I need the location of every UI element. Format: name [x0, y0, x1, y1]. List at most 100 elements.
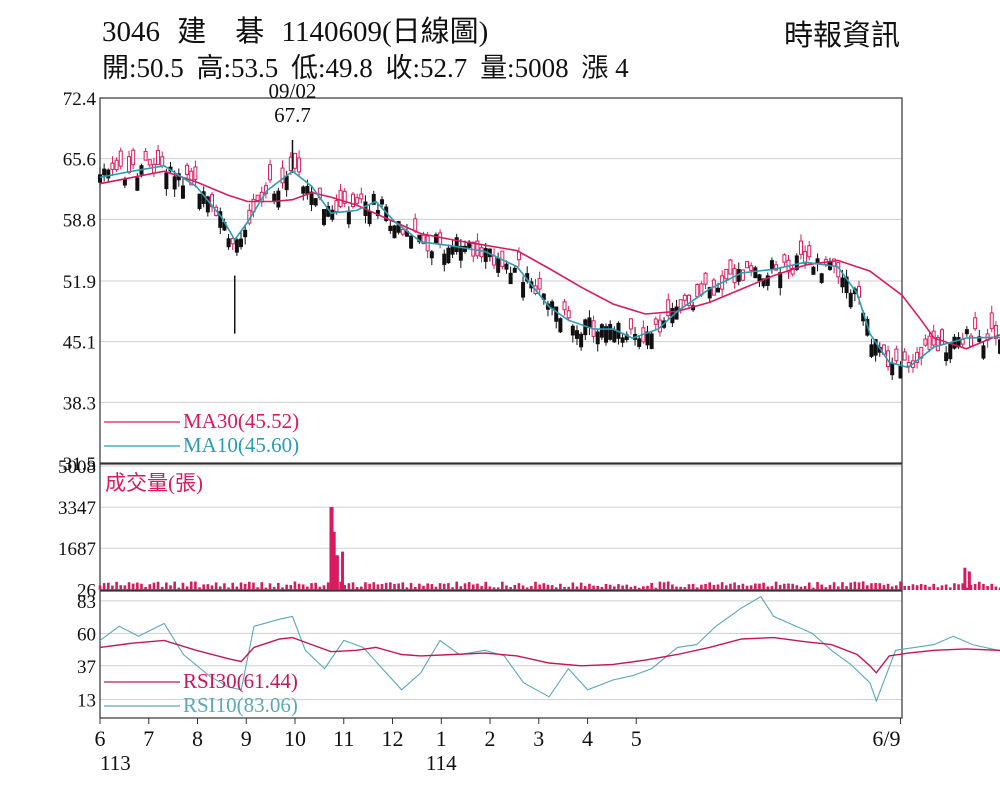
price-tick-label: 38.3 — [63, 393, 96, 414]
candle-body — [803, 251, 808, 264]
rsi10-line — [99, 595, 1000, 703]
volume-bar — [484, 581, 488, 590]
candle-body — [442, 253, 447, 265]
candle-body — [346, 211, 351, 225]
volume-bar — [882, 584, 886, 590]
volume-bar — [136, 582, 139, 590]
price-panel: 72.4 65.6 58.8 51.9 45.1 38.3 31.5 MA30(45.52)M… — [63, 79, 1000, 475]
volume-bar — [554, 587, 558, 590]
candle-body — [873, 339, 878, 356]
volume-bar — [978, 581, 981, 590]
volume-bar — [973, 583, 977, 590]
candle-body — [628, 318, 633, 330]
candle-body — [205, 196, 210, 213]
candle-body — [977, 336, 982, 342]
volume-bar — [704, 583, 707, 590]
x-tick-label: 4 — [582, 726, 593, 751]
x-tick-label: 6 — [95, 726, 106, 751]
candle-body — [297, 157, 302, 173]
price-tick-label: 72.4 — [63, 89, 97, 110]
volume-bar — [895, 585, 898, 590]
volume-bar — [223, 583, 226, 590]
volume-bar — [550, 585, 554, 590]
volume-bar — [314, 582, 317, 590]
volume-bar — [521, 585, 525, 590]
volume-bar — [455, 581, 458, 590]
volume-bar — [123, 585, 127, 590]
volume-bar — [741, 583, 745, 590]
x-tick-label: 11 — [333, 726, 354, 751]
volume-bar — [351, 582, 355, 590]
volume-bar — [189, 581, 193, 590]
x-tick-label: 6/9 — [872, 726, 900, 751]
volume-bar — [903, 585, 906, 590]
candle-body — [620, 337, 625, 343]
volume-bar — [169, 585, 172, 590]
candle-body — [185, 164, 190, 176]
volume-bar — [148, 584, 152, 590]
candle-body — [869, 344, 874, 357]
candle-body — [180, 185, 185, 199]
volume-bar — [339, 581, 342, 590]
volume-bar — [583, 586, 587, 590]
volume-bar — [828, 584, 832, 590]
candle-body — [944, 352, 949, 362]
low-value: 低:49.8 — [291, 53, 373, 83]
volume-bar — [198, 587, 201, 590]
volume-bar — [936, 587, 940, 590]
candle-body — [562, 301, 567, 311]
candle-body — [438, 232, 443, 246]
volume-title: 成交量(張) — [105, 471, 203, 495]
candle-body — [218, 211, 223, 228]
rsi-tick-label: 37 — [77, 657, 96, 678]
volume-bar — [932, 583, 935, 590]
volume-bar — [832, 582, 836, 590]
candle-body — [537, 277, 542, 290]
volume-bar — [418, 583, 421, 590]
volume-bar — [422, 585, 425, 590]
volume-bar — [306, 586, 309, 590]
volume-bar — [235, 586, 239, 590]
candle-body — [421, 234, 426, 245]
volume-bar — [795, 585, 799, 590]
volume-bar — [513, 584, 517, 590]
volume-bar — [538, 584, 541, 590]
candle-body — [268, 164, 273, 181]
volume-bar — [467, 582, 471, 590]
candle-body — [396, 221, 401, 233]
candle-body — [189, 170, 194, 186]
volume-bar — [384, 582, 388, 590]
volume-bar — [596, 586, 600, 590]
volume-bar — [218, 586, 222, 590]
volume-bar — [729, 583, 732, 590]
volume-bar — [98, 585, 102, 590]
volume-bar — [733, 582, 736, 590]
volume-bar — [994, 586, 998, 590]
volume-bar-peak — [963, 567, 967, 590]
candle-body — [998, 339, 1000, 354]
volume-bar — [546, 584, 550, 590]
candle-body — [446, 247, 451, 264]
candle-body — [226, 238, 231, 248]
volume-bar — [156, 581, 160, 590]
volume-bar — [131, 583, 135, 590]
candle-body — [948, 343, 953, 360]
volume-bar — [907, 585, 911, 590]
price-tick-label: 51.9 — [63, 272, 96, 293]
volume-bar — [803, 585, 807, 590]
volume-bar — [849, 582, 853, 590]
candle-body — [745, 261, 750, 269]
candle-body — [649, 333, 654, 350]
volume-bar — [293, 581, 297, 590]
candle-body — [143, 150, 148, 161]
volume-bar — [575, 586, 579, 590]
volume-bar — [778, 584, 782, 590]
candle-body — [993, 324, 998, 339]
price-frame — [99, 97, 903, 464]
volume-bar — [899, 581, 902, 590]
candle-body — [367, 211, 372, 225]
volume-bar-peak — [332, 531, 336, 590]
volume-bar — [617, 584, 620, 590]
volume-bar — [708, 582, 712, 590]
volume-bar — [301, 584, 305, 590]
